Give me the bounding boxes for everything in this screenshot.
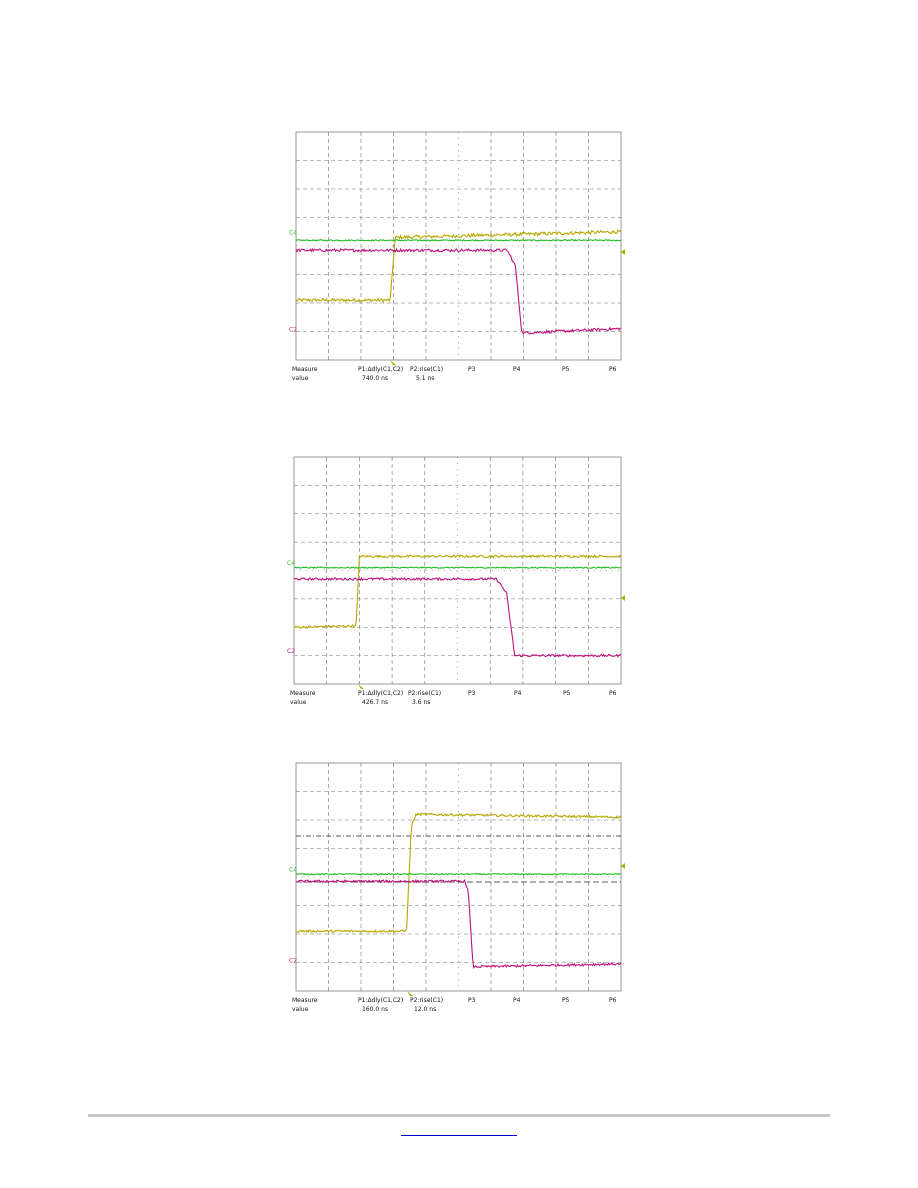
trace-c4 [295,239,622,242]
measurement-bar: Measure P1:Δdly(C1,C2) P2:rise(C1) P3 P4… [292,366,617,382]
meas-value-label: value [290,699,307,706]
meas-value-1: 740.0 ns [362,375,388,382]
meas-value-1: 160.0 ns [362,1006,388,1013]
trace-c4 [293,566,622,569]
meas-header-0: Measure [292,366,318,373]
measurement-bar: Measure P1:Δdly(C1,C2) P2:rise(C1) P3 P4… [290,690,617,706]
meas-header-1: P1:Δdly(C1,C2) [358,690,403,697]
traces [295,229,622,336]
trace-c4 [295,872,622,876]
meas-value-2: 12.0 ns [414,1006,436,1013]
footer-link[interactable] [401,1121,517,1136]
graticule [296,132,621,360]
scope-screenshot-2: C4 C2 Measure P1:Δdly(C1,C2) P2:rise(C1) … [287,456,625,706]
meas-header-4: P4 [513,997,521,1004]
cursor-marker [358,684,364,689]
meas-header-3: P3 [468,690,476,697]
channel-label: C2 [289,327,297,334]
graticule [294,457,621,684]
channel-labels: C4 C2 [289,866,297,964]
meas-value-2: 3.6 ns [412,699,430,706]
meas-header-3: P3 [468,997,476,1004]
meas-header-0: Measure [290,690,316,697]
traces [295,812,622,969]
meas-header-3: P3 [468,366,476,373]
trace-c2 [295,879,622,969]
meas-value-label: value [292,1006,309,1013]
meas-header-6: P6 [609,366,617,373]
trigger-marker [621,595,625,601]
scope-screenshot-3: C4 C2 Measure P1:Δdly(C1,C2) P2:rise(C1) … [289,762,625,1013]
meas-header-5: P5 [562,997,570,1004]
meas-header-2: P2:rise(C1) [408,690,441,697]
channel-label: C4 [289,866,297,873]
trace-c1 [295,812,622,934]
cursor-marker [407,991,413,996]
meas-header-5: P5 [562,366,570,373]
channel-labels: C4 C2 [289,230,297,334]
meas-value-2: 5.1 ns [416,375,434,382]
meas-header-4: P4 [514,690,522,697]
meas-header-0: Measure [292,997,318,1004]
trace-c1 [293,554,622,629]
meas-header-1: P1:Δdly(C1,C2) [358,997,403,1004]
footer-rule [88,1114,830,1117]
meas-header-2: P2:rise(C1) [410,366,443,373]
cursor-marker [390,360,396,365]
trigger-marker [621,249,625,255]
meas-header-6: P6 [609,690,617,697]
meas-header-1: P1:Δdly(C1,C2) [358,366,403,373]
channel-labels: C4 C2 [287,560,295,655]
trigger-marker [621,863,625,869]
traces [293,554,622,658]
channel-label: C2 [289,958,297,965]
scope-screenshot-1: C4 C2 Measure P1:Δdly(C1,C2) P2:rise(C1) … [289,131,625,382]
channel-label: C4 [289,230,297,237]
meas-header-6: P6 [609,997,617,1004]
meas-value-1: 426.7 ns [362,699,388,706]
meas-header-5: P5 [563,690,571,697]
channel-label: C4 [287,560,295,567]
trace-c2 [295,247,622,336]
measurement-bar: Measure P1:Δdly(C1,C2) P2:rise(C1) P3 P4… [292,997,617,1013]
meas-value-label: value [292,375,309,382]
meas-header-2: P2:rise(C1) [410,997,443,1004]
graticule [296,763,621,991]
channel-label: C2 [287,648,295,655]
trace-c2 [293,577,622,658]
meas-header-4: P4 [513,366,521,373]
trace-c1 [295,229,622,304]
